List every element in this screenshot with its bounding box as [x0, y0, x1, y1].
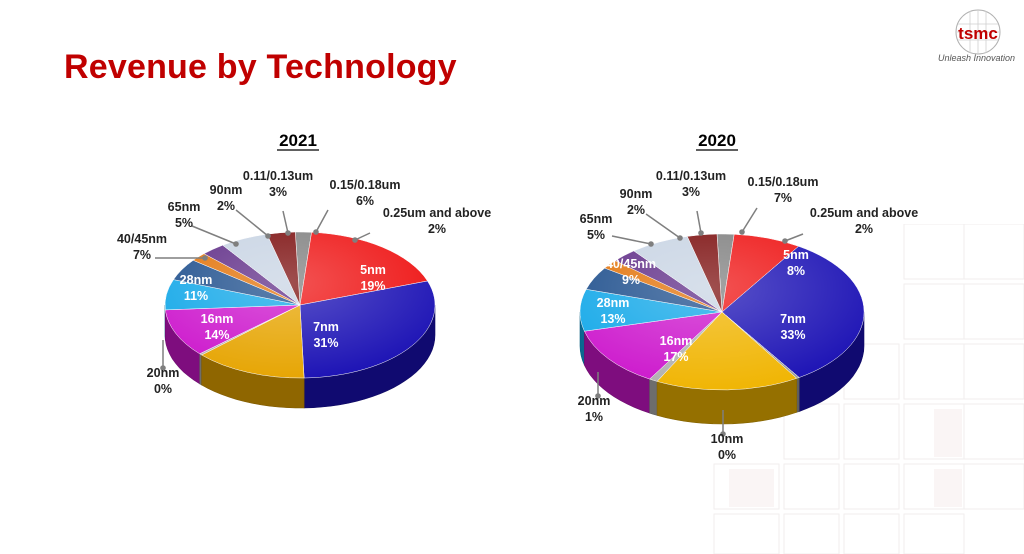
label-5nm: 5nm	[783, 248, 809, 262]
leader-line-65nm	[611, 235, 652, 245]
leader-dot-40-45nm	[202, 255, 208, 261]
leader-dot-0-11-0-13um	[698, 230, 704, 236]
value-10nm: 0%	[718, 448, 736, 462]
leader-dot-90nm	[265, 233, 271, 239]
value-7nm: 33%	[780, 328, 805, 342]
value-65nm: 5%	[587, 228, 605, 242]
leader-dot-0-25um-and-above	[352, 237, 358, 243]
value-0-15-0-18um: 7%	[774, 191, 792, 205]
value-16nm: 14%	[204, 328, 229, 342]
tagline: Unleash Innovation	[938, 53, 1016, 63]
value-90nm: 2%	[627, 203, 645, 217]
label-65nm: 65nm	[168, 200, 201, 214]
value-5nm: 19%	[360, 279, 385, 293]
page-title: Revenue by Technology	[64, 48, 457, 86]
label-5nm: 5nm	[360, 263, 386, 277]
label-20nm: 20nm	[578, 394, 611, 408]
label-16nm: 16nm	[660, 334, 693, 348]
value-65nm: 5%	[175, 216, 193, 230]
value-5nm: 8%	[787, 264, 805, 278]
leader-dot-20nm	[160, 365, 166, 371]
chart-2021: 2021 0.25um and above 2% 5nm 19% 7nm 31% 16nm 1…	[117, 131, 491, 409]
value-20nm: 0%	[154, 382, 172, 396]
leader-lines-2021	[155, 209, 371, 371]
leader-dot-20nm	[595, 393, 601, 399]
label-0-11-0-13um: 0.11/0.13um	[656, 169, 726, 183]
slice-side-20nm	[649, 378, 658, 416]
labels-2020: 0.25um and above 2% 5nm 8% 7nm 33% 10nm 0% 16nm 1…	[578, 169, 919, 462]
value-0-11-0-13um: 3%	[269, 185, 287, 199]
leader-dot-90nm	[677, 235, 683, 241]
value-0-25um-and-above: 2%	[855, 222, 873, 236]
label-7nm: 7nm	[313, 320, 339, 334]
value-16nm: 17%	[663, 350, 688, 364]
background-tiles	[713, 224, 1024, 554]
label-0-15-0-18um: 0.15/0.18um	[330, 178, 401, 192]
value-40-45nm: 7%	[133, 248, 151, 262]
chart-2020: 2020 0.25um and above 2% 5nm 8% 7nm 33% 10nm 0%…	[578, 131, 919, 462]
label-40-45nm: 40/45nm	[606, 257, 656, 271]
leader-dot-0-25um-and-above	[782, 238, 788, 244]
leader-line-90nm	[235, 209, 269, 237]
leader-line-0-15-0-18um	[315, 209, 329, 233]
value-0-25um-and-above: 2%	[428, 222, 446, 236]
label-28nm: 28nm	[180, 273, 213, 287]
value-20nm: 1%	[585, 410, 603, 424]
leader-line-0-15-0-18um	[741, 207, 758, 233]
label-20nm: 20nm	[147, 366, 180, 380]
logo-text: tsmc	[958, 24, 998, 43]
value-7nm: 31%	[313, 336, 338, 350]
value-40-45nm: 9%	[622, 273, 640, 287]
chart-title-2020: 2020	[698, 131, 736, 150]
leader-dot-65nm	[648, 241, 654, 247]
label-10nm: 10nm	[711, 432, 744, 446]
leader-dot-10nm	[720, 431, 726, 437]
value-0-15-0-18um: 6%	[356, 194, 374, 208]
label-65nm: 65nm	[580, 212, 613, 226]
chart-title-2021: 2021	[279, 131, 317, 150]
leader-lines-2020	[595, 207, 804, 437]
label-0-25um-and-above: 0.25um and above	[383, 206, 491, 220]
label-16nm: 16nm	[201, 312, 234, 326]
leader-dot-0-11-0-13um	[285, 230, 291, 236]
value-28nm: 13%	[600, 312, 625, 326]
value-90nm: 2%	[217, 199, 235, 213]
label-40-45nm: 40/45nm	[117, 232, 167, 246]
label-0-11-0-13um: 0.11/0.13um	[243, 169, 313, 183]
value-28nm: 11%	[184, 289, 208, 303]
leader-line-0-11-0-13um	[696, 210, 702, 234]
leader-dot-65nm	[233, 241, 239, 247]
leader-line-90nm	[645, 213, 681, 239]
value-0-11-0-13um: 3%	[682, 185, 700, 199]
tsmc-logo: tsmc	[955, 9, 1001, 55]
leader-dot-0-15-0-18um	[739, 229, 745, 235]
label-0-25um-and-above: 0.25um and above	[810, 206, 918, 220]
leader-line-0-11-0-13um	[282, 210, 289, 234]
label-90nm: 90nm	[620, 187, 653, 201]
label-0-15-0-18um: 0.15/0.18um	[748, 175, 819, 189]
leader-line-0-25um-and-above	[784, 233, 804, 242]
slice-side-10nm	[796, 377, 800, 413]
label-28nm: 28nm	[597, 296, 630, 310]
label-90nm: 90nm	[210, 183, 243, 197]
label-7nm: 7nm	[780, 312, 806, 326]
leader-line-65nm	[191, 225, 237, 245]
labels-2021: 0.25um and above 2% 5nm 19% 7nm 31% 16nm 14% 20n…	[117, 169, 491, 396]
leader-dot-0-15-0-18um	[313, 229, 319, 235]
